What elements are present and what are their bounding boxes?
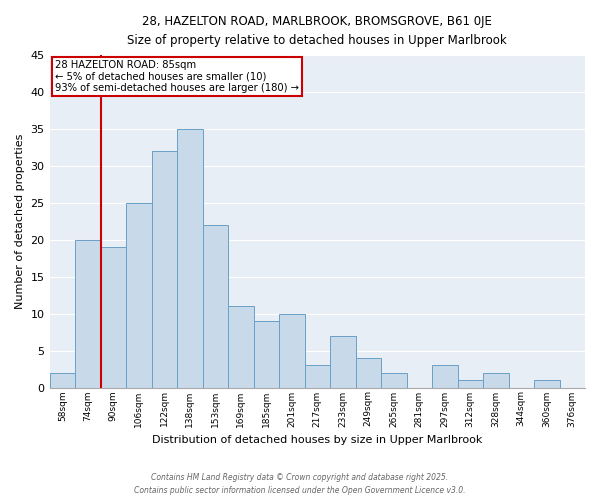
Bar — [356, 358, 381, 388]
Bar — [381, 372, 407, 388]
Title: 28, HAZELTON ROAD, MARLBROOK, BROMSGROVE, B61 0JE
Size of property relative to d: 28, HAZELTON ROAD, MARLBROOK, BROMSGROVE… — [127, 15, 507, 47]
Bar — [101, 247, 126, 388]
Bar — [330, 336, 356, 388]
Bar — [279, 314, 305, 388]
Bar — [203, 225, 228, 388]
Bar — [305, 366, 330, 388]
Y-axis label: Number of detached properties: Number of detached properties — [15, 134, 25, 309]
Text: 28 HAZELTON ROAD: 85sqm
← 5% of detached houses are smaller (10)
93% of semi-det: 28 HAZELTON ROAD: 85sqm ← 5% of detached… — [55, 60, 299, 94]
Bar — [458, 380, 483, 388]
Bar — [483, 372, 509, 388]
Bar — [432, 366, 458, 388]
Bar — [50, 372, 75, 388]
Bar — [254, 321, 279, 388]
Text: Contains HM Land Registry data © Crown copyright and database right 2025.
Contai: Contains HM Land Registry data © Crown c… — [134, 474, 466, 495]
Bar — [75, 240, 101, 388]
Bar — [152, 151, 177, 388]
Bar — [228, 306, 254, 388]
Bar — [177, 129, 203, 388]
Bar — [126, 203, 152, 388]
X-axis label: Distribution of detached houses by size in Upper Marlbrook: Distribution of detached houses by size … — [152, 435, 482, 445]
Bar — [534, 380, 560, 388]
